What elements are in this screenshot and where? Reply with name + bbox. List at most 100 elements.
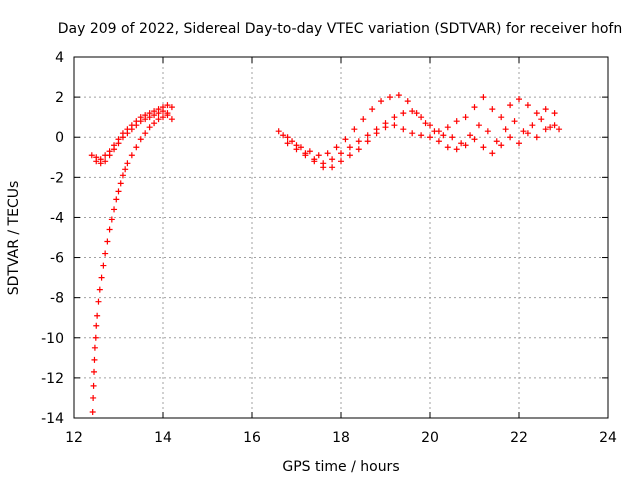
series-arc-2-track-c — [284, 122, 558, 171]
data-point — [507, 134, 514, 141]
series-arc-1-descending — [89, 112, 175, 415]
y-tick-label: 0 — [55, 130, 64, 146]
data-point — [333, 144, 340, 151]
data-point — [516, 96, 522, 103]
data-point — [511, 118, 518, 125]
data-point — [91, 344, 98, 351]
data-point — [119, 134, 126, 141]
x-tick-label: 20 — [421, 430, 439, 446]
y-tick-label: 4 — [55, 50, 64, 66]
data-point — [520, 128, 527, 135]
data-point — [91, 368, 98, 375]
data-point — [435, 138, 442, 145]
y-tick-label: -2 — [50, 170, 64, 186]
data-point — [98, 274, 105, 281]
data-point — [498, 142, 505, 149]
x-tick-label: 18 — [332, 430, 350, 446]
y-tick-label: -12 — [41, 371, 64, 387]
data-point — [122, 166, 129, 173]
data-point — [106, 226, 113, 233]
data-point — [360, 116, 367, 123]
data-point — [364, 138, 371, 145]
data-point — [462, 142, 469, 149]
data-point — [493, 138, 500, 145]
data-point — [155, 110, 162, 117]
data-point — [489, 150, 496, 157]
data-point — [89, 408, 96, 415]
data-point — [471, 136, 478, 143]
data-point — [516, 140, 522, 147]
data-point — [475, 122, 482, 129]
data-point — [355, 138, 362, 145]
data-point — [409, 108, 416, 115]
data-point — [471, 104, 478, 111]
data-point — [142, 116, 149, 123]
data-point — [124, 160, 131, 167]
data-point — [444, 144, 451, 151]
data-point — [302, 152, 309, 159]
data-point — [124, 130, 131, 137]
data-point — [551, 122, 558, 129]
data-point — [422, 120, 429, 127]
data-point — [115, 188, 122, 195]
data-point — [102, 158, 109, 165]
data-point — [137, 118, 144, 125]
data-point — [97, 160, 104, 167]
data-point — [538, 116, 545, 123]
data-point — [284, 140, 291, 147]
data-point — [382, 124, 389, 131]
data-point — [498, 114, 505, 121]
data-point — [431, 128, 438, 135]
data-point — [418, 114, 425, 121]
y-tick-label: -14 — [41, 411, 64, 427]
data-point — [90, 382, 97, 389]
data-point — [311, 158, 318, 165]
data-point — [346, 144, 353, 151]
data-point — [146, 124, 153, 131]
data-point — [164, 102, 171, 109]
data-point — [128, 126, 135, 133]
data-point — [355, 146, 362, 153]
data-point — [400, 110, 407, 117]
data-point — [111, 146, 118, 153]
data-point — [386, 94, 393, 101]
data-point — [342, 136, 349, 143]
data-point — [320, 164, 327, 171]
series-arc-1-upper — [88, 102, 175, 163]
data-point — [480, 144, 487, 151]
data-point — [168, 116, 175, 123]
data-point — [275, 128, 282, 135]
data-point — [480, 94, 487, 101]
series-arc-1-lower — [93, 108, 171, 167]
data-point — [91, 356, 98, 363]
data-point — [400, 126, 407, 133]
x-tick-label: 24 — [599, 430, 617, 446]
y-tick-label: -10 — [41, 331, 64, 347]
y-tick-label: 2 — [55, 90, 64, 106]
data-point — [378, 98, 385, 105]
data-point — [168, 104, 175, 111]
data-point — [524, 130, 531, 137]
data-point — [133, 144, 140, 151]
series-arc-2-track-b — [280, 92, 563, 159]
data-point — [93, 322, 100, 329]
data-point — [151, 120, 158, 127]
data-point — [151, 112, 158, 119]
data-point — [100, 262, 107, 269]
data-point — [306, 148, 313, 155]
series-arc-2-track-a — [275, 94, 558, 167]
data-point — [155, 116, 162, 123]
data-point — [346, 152, 353, 159]
data-point — [329, 156, 336, 163]
data-point — [418, 132, 425, 139]
data-point — [409, 130, 416, 137]
data-point — [284, 134, 291, 141]
data-point — [88, 152, 95, 159]
data-point — [95, 298, 102, 305]
data-point — [338, 158, 344, 165]
data-point — [324, 150, 331, 157]
data-point — [119, 172, 126, 179]
data-point — [289, 138, 296, 145]
